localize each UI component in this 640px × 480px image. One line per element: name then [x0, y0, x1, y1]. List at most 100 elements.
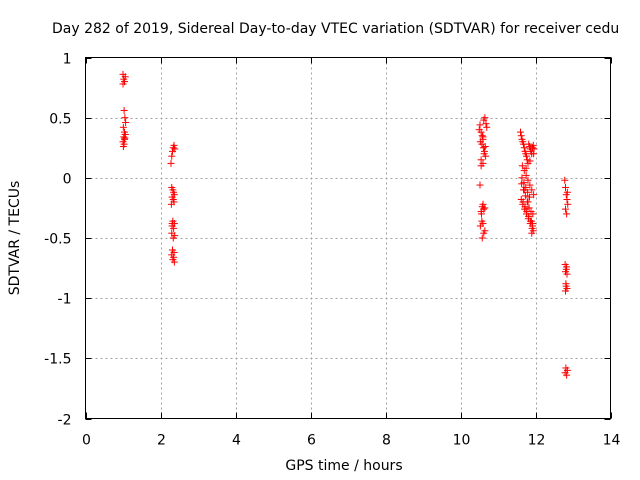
x-tick-labels: 0 2 4 6 8 10 12 14 — [82, 433, 620, 449]
data-point — [482, 120, 490, 128]
data-point — [563, 210, 571, 218]
data-point — [526, 193, 533, 201]
data-point — [530, 191, 538, 199]
data-point — [476, 181, 484, 189]
data-point — [561, 176, 569, 184]
data-point — [119, 143, 127, 151]
data-point — [530, 150, 538, 158]
x-axis-title: GPS time / hours — [285, 458, 402, 474]
data-point — [563, 371, 571, 379]
data-point — [520, 179, 528, 187]
data-points — [119, 70, 572, 379]
data-point — [477, 156, 485, 164]
data-point — [562, 205, 569, 213]
x-tick-label: 2 — [157, 433, 166, 449]
data-point — [521, 192, 529, 200]
data-point — [480, 229, 488, 237]
y-tick-label: -0.5 — [44, 232, 71, 248]
y-tick-labels: -2 -1.5 -1 -0.5 0 0.5 1 — [44, 52, 71, 429]
data-point — [167, 200, 175, 208]
data-point — [121, 114, 129, 122]
data-point — [522, 171, 530, 179]
data-point — [562, 183, 569, 191]
y-tick-label: -1.5 — [44, 352, 71, 368]
data-point — [562, 287, 569, 295]
x-tick-label: 14 — [603, 433, 621, 449]
data-point — [170, 224, 178, 232]
axis-ticks — [85, 57, 612, 420]
data-point — [121, 131, 129, 139]
data-point — [517, 128, 524, 136]
data-point — [524, 198, 532, 206]
data-point — [524, 176, 532, 184]
data-point — [529, 210, 537, 218]
data-point — [479, 133, 487, 141]
data-point — [525, 212, 533, 220]
data-point — [562, 282, 570, 290]
data-point — [121, 135, 128, 143]
x-tick-label: 6 — [307, 433, 316, 449]
data-point — [121, 73, 129, 81]
data-point — [478, 210, 485, 218]
data-point — [562, 268, 569, 276]
data-point — [480, 150, 488, 158]
data-point — [479, 144, 487, 152]
data-point — [518, 162, 526, 170]
data-point — [477, 162, 485, 170]
data-point — [520, 144, 528, 152]
x-tick-label: 10 — [453, 433, 471, 449]
data-point — [477, 128, 485, 136]
data-point — [119, 80, 127, 88]
data-point — [481, 114, 489, 122]
data-point — [520, 186, 528, 194]
data-point — [170, 141, 178, 149]
data-point — [521, 205, 529, 213]
data-point — [529, 220, 536, 228]
data-point — [171, 145, 179, 153]
y-tick-label: 0.5 — [49, 112, 71, 128]
data-point — [523, 152, 530, 160]
y-axis-title: SDTVAR / TECUs — [7, 181, 23, 296]
data-point — [483, 123, 491, 131]
data-point — [171, 232, 179, 240]
data-point — [517, 132, 525, 140]
chart-title: Day 282 of 2019, Sidereal Day-to-day VTE… — [52, 21, 619, 37]
y-tick-label: 1 — [63, 52, 72, 68]
data-point — [167, 159, 175, 167]
data-point — [563, 263, 571, 271]
data-point — [168, 220, 176, 228]
data-point — [168, 152, 176, 160]
data-point — [518, 174, 526, 182]
x-tick-label: 0 — [82, 433, 91, 449]
data-point — [122, 118, 130, 126]
y-tick-label: -1 — [58, 292, 72, 308]
data-point — [476, 121, 484, 129]
data-point — [478, 234, 486, 242]
data-point — [479, 200, 487, 208]
data-point — [522, 164, 530, 172]
data-point — [528, 186, 536, 194]
grid-lines — [85, 57, 611, 419]
data-point — [562, 364, 570, 372]
data-point — [526, 181, 534, 189]
data-point — [479, 220, 487, 228]
data-point — [529, 141, 537, 149]
x-tick-label: 4 — [232, 433, 241, 449]
data-point — [120, 106, 128, 114]
y-tick-label: -2 — [58, 413, 72, 429]
x-tick-label: 12 — [528, 433, 546, 449]
y-tick-label: 0 — [63, 172, 72, 188]
data-point — [481, 143, 489, 151]
data-point — [563, 195, 571, 203]
data-point — [481, 204, 489, 212]
data-point — [526, 157, 534, 165]
x-tick-label: 8 — [382, 433, 391, 449]
data-point — [528, 229, 536, 237]
data-point — [525, 204, 533, 212]
data-point — [170, 258, 178, 266]
data-point — [563, 188, 571, 196]
data-point — [564, 200, 572, 208]
data-point — [478, 132, 486, 140]
data-point — [119, 123, 127, 131]
